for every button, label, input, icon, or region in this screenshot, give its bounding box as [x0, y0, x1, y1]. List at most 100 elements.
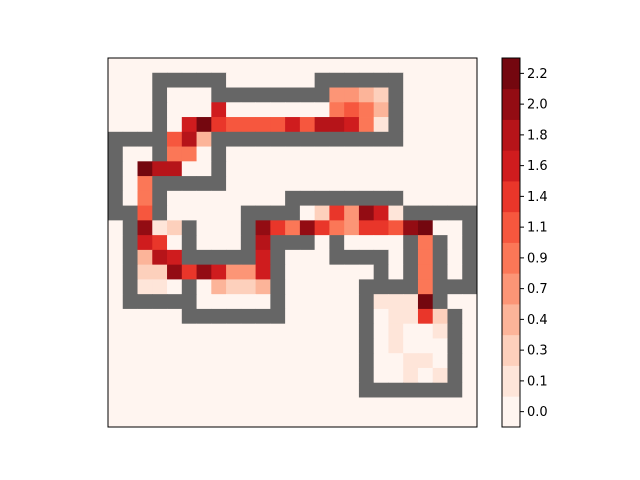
heatmap-cell: [417, 131, 434, 147]
heatmap-cell: [152, 338, 168, 354]
wall-cell: [108, 205, 124, 221]
heatmap-cell: [285, 412, 301, 428]
heatmap-cell: [270, 353, 286, 369]
wall-cell: [255, 205, 271, 221]
heatmap-cell: [167, 338, 183, 354]
wall-cell: [270, 235, 286, 251]
wall-cell: [181, 308, 197, 325]
heatmap-cell: [196, 161, 212, 177]
heatmap-cell: [373, 367, 389, 384]
heatmap-cell: [240, 58, 256, 74]
heatmap-cell: [447, 264, 463, 280]
heatmap-cell: [255, 279, 271, 295]
heatmap-cell: [314, 205, 330, 221]
heatmap-cell: [226, 72, 242, 88]
wall-cell: [285, 190, 301, 206]
heatmap-cell: [447, 397, 463, 413]
heatmap-cell: [211, 205, 227, 221]
heatmap-cell: [344, 397, 360, 413]
wall-cell: [403, 205, 419, 221]
heatmap-cell: [329, 294, 345, 310]
heatmap-cell: [314, 161, 330, 177]
heatmap-cell: [344, 176, 360, 192]
heatmap-cell: [270, 146, 286, 162]
heatmap-cell: [447, 58, 463, 74]
heatmap-cell: [211, 102, 227, 118]
wall-cell: [403, 249, 419, 266]
colorbar-tick-label: 0.4: [527, 313, 548, 328]
wall-cell: [255, 308, 271, 325]
heatmap-cell: [226, 235, 242, 251]
wall-cell: [373, 131, 389, 147]
heatmap-cell: [211, 412, 227, 428]
wall-cell: [388, 279, 404, 295]
heatmap-cell: [226, 264, 242, 280]
heatmap-cell: [211, 294, 227, 310]
wall-cell: [152, 72, 168, 88]
heatmap-cell: [285, 367, 301, 384]
heatmap-cell: [270, 117, 286, 133]
heatmap-cell: [285, 294, 301, 310]
heatmap-cell: [108, 264, 124, 280]
heatmap-cell: [137, 308, 153, 325]
heatmap-cell: [285, 264, 301, 280]
heatmap-cell: [181, 117, 197, 133]
heatmap-cell: [137, 367, 153, 384]
heatmap-cell: [432, 323, 448, 339]
heatmap-cell: [181, 397, 197, 413]
colorbar-segment: [502, 150, 520, 182]
heatmap-cell: [403, 412, 419, 428]
heatmap-cell: [314, 279, 330, 295]
heatmap-cell: [462, 176, 478, 192]
heatmap-cell: [181, 58, 197, 74]
heatmap-cells: [108, 58, 478, 428]
heatmap-cell: [122, 338, 138, 354]
heatmap-cell: [270, 220, 286, 236]
colorbar-tick-label: 1.6: [527, 159, 548, 174]
heatmap-cell: [196, 412, 212, 428]
heatmap-cell: [462, 353, 478, 369]
heatmap-cell: [344, 412, 360, 428]
heatmap-cell: [108, 338, 124, 354]
heatmap-cell: [255, 249, 271, 266]
wall-cell: [388, 131, 404, 147]
heatmap-cell: [240, 323, 256, 339]
heatmap-cell: [403, 353, 419, 369]
heatmap-cell: [299, 294, 316, 310]
heatmap-cell: [167, 190, 183, 206]
heatmap-cell: [285, 323, 301, 339]
wall-cell: [211, 87, 227, 103]
wall-cell: [358, 338, 375, 354]
heatmap-cell: [152, 161, 168, 177]
heatmap-cell: [211, 382, 227, 398]
heatmap-cell: [299, 72, 316, 88]
heatmap-cell: [432, 161, 448, 177]
heatmap-cell: [167, 131, 183, 147]
wall-cell: [447, 323, 463, 339]
wall-cell: [181, 220, 197, 236]
heatmap-cell: [211, 353, 227, 369]
heatmap-cell: [285, 220, 301, 236]
heatmap-cell: [373, 220, 389, 236]
colorbar-tick-label: 0.9: [527, 251, 548, 266]
heatmap-cell: [137, 146, 153, 162]
heatmap-cell: [196, 117, 212, 133]
heatmap-cell: [462, 131, 478, 147]
heatmap-cell: [358, 220, 375, 236]
heatmap-cell: [373, 117, 389, 133]
heatmap-cell: [285, 102, 301, 118]
heatmap-cell: [122, 308, 138, 325]
heatmap-cell: [285, 338, 301, 354]
heatmap-cell: [152, 235, 168, 251]
heatmap-cell: [344, 102, 360, 118]
heatmap-cell: [167, 308, 183, 325]
heatmap-cell: [432, 353, 448, 369]
heatmap-cell: [137, 87, 153, 103]
heatmap-cell: [432, 87, 448, 103]
heatmap-cell: [122, 102, 138, 118]
heatmap-cell: [344, 117, 360, 133]
colorbar-tick-label: 2.0: [527, 98, 548, 113]
heatmap-cell: [137, 220, 153, 236]
heatmap-cell: [226, 382, 242, 398]
